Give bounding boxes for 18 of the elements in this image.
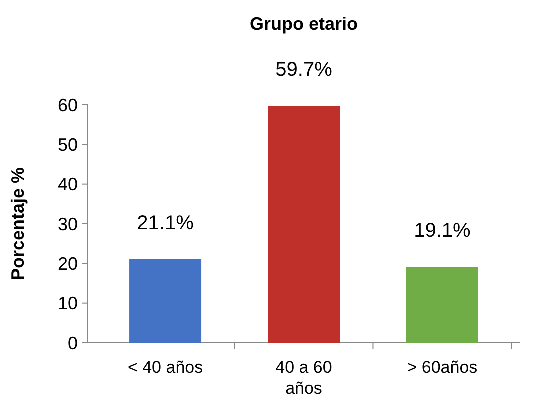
y-tick-label: 10 <box>58 294 78 314</box>
bar <box>268 106 340 343</box>
y-tick-label: 30 <box>58 214 78 234</box>
x-tick-label: 40 a 60 años <box>276 358 332 398</box>
data-label: 59.7% <box>276 59 333 82</box>
y-tick-label: 0 <box>68 333 78 354</box>
y-tick-label: 60 <box>58 95 78 116</box>
y-axis-title: Porcentaje % <box>8 167 28 281</box>
bar <box>406 267 478 343</box>
y-tick-label: 50 <box>58 134 78 155</box>
data-label: 21.1% <box>137 212 194 234</box>
chart-title: Grupo etario <box>250 14 358 34</box>
data-label: 19.1% <box>414 220 472 242</box>
x-tick-label: < 40 años <box>128 358 204 377</box>
y-tick-label: 40 <box>58 174 78 195</box>
bar <box>130 259 202 343</box>
x-tick-label: > 60años <box>407 358 478 377</box>
y-tick-label: 20 <box>58 254 78 274</box>
